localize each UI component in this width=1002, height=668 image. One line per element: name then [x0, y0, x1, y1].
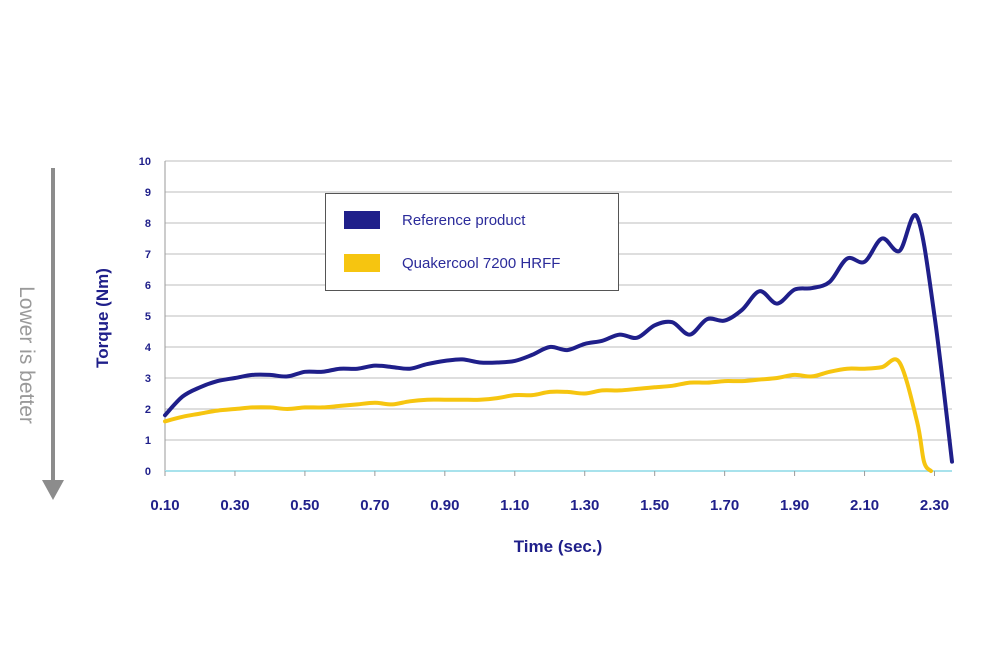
lower-is-better-arrow: [42, 168, 64, 500]
y-tick-label: 5: [145, 311, 151, 323]
series-lines: [163, 213, 954, 473]
x-tick-label: 1.10: [500, 497, 529, 514]
y-tick-label: 0: [145, 466, 151, 478]
y-tick-label: 2: [145, 404, 151, 416]
arrow-head: [42, 480, 64, 500]
x-tick-label: 1.50: [640, 497, 669, 514]
x-tick-label: 1.90: [780, 497, 809, 514]
legend-swatch-quaker: [344, 254, 380, 272]
y-tick-label: 4: [145, 342, 152, 354]
x-tick-label: 0.30: [220, 497, 249, 514]
legend-swatch-reference: [344, 211, 380, 229]
x-axis-title: Time (sec.): [514, 537, 603, 556]
x-tick-label: 1.70: [710, 497, 739, 514]
x-tick-label: 2.30: [920, 497, 949, 514]
lower-is-better-note: Lower is better: [6, 255, 46, 455]
lower-is-better-text: Lower is better: [15, 286, 38, 424]
y-tick-label: 9: [145, 187, 151, 199]
x-tick-label: 0.90: [430, 497, 459, 514]
x-tick-label: 0.70: [360, 497, 389, 514]
y-tick-label: 7: [145, 249, 151, 261]
y-tick-label: 10: [139, 156, 151, 168]
x-tick-label: 0.10: [150, 497, 179, 514]
x-tick-label: 2.10: [850, 497, 879, 514]
chart-legend: Reference product Quakercool 7200 HRFF: [325, 193, 619, 291]
y-tick-label: 6: [145, 280, 151, 292]
y-tick-label: 1: [145, 435, 151, 447]
legend-item-quaker: Quakercool 7200 HRFF: [344, 254, 560, 272]
y-tick-label: 8: [145, 218, 151, 230]
axis-labels: 0 1 2 3 4 5 6 7 8 9 10 0.10 0.30 0.50 0.70 0.90 1.10 1.30…: [93, 156, 949, 556]
legend-label-reference: Reference product: [402, 211, 526, 229]
y-axis-title: Torque (Nm): [93, 268, 112, 368]
x-tick-label: 0.50: [290, 497, 319, 514]
x-tick-label: 1.30: [570, 497, 599, 514]
series-line-quaker: [163, 357, 933, 473]
legend-label-quaker: Quakercool 7200 HRFF: [402, 254, 561, 272]
y-tick-label: 3: [145, 373, 151, 385]
legend-item-reference: Reference product: [344, 211, 525, 229]
series-line-reference: [163, 213, 954, 464]
